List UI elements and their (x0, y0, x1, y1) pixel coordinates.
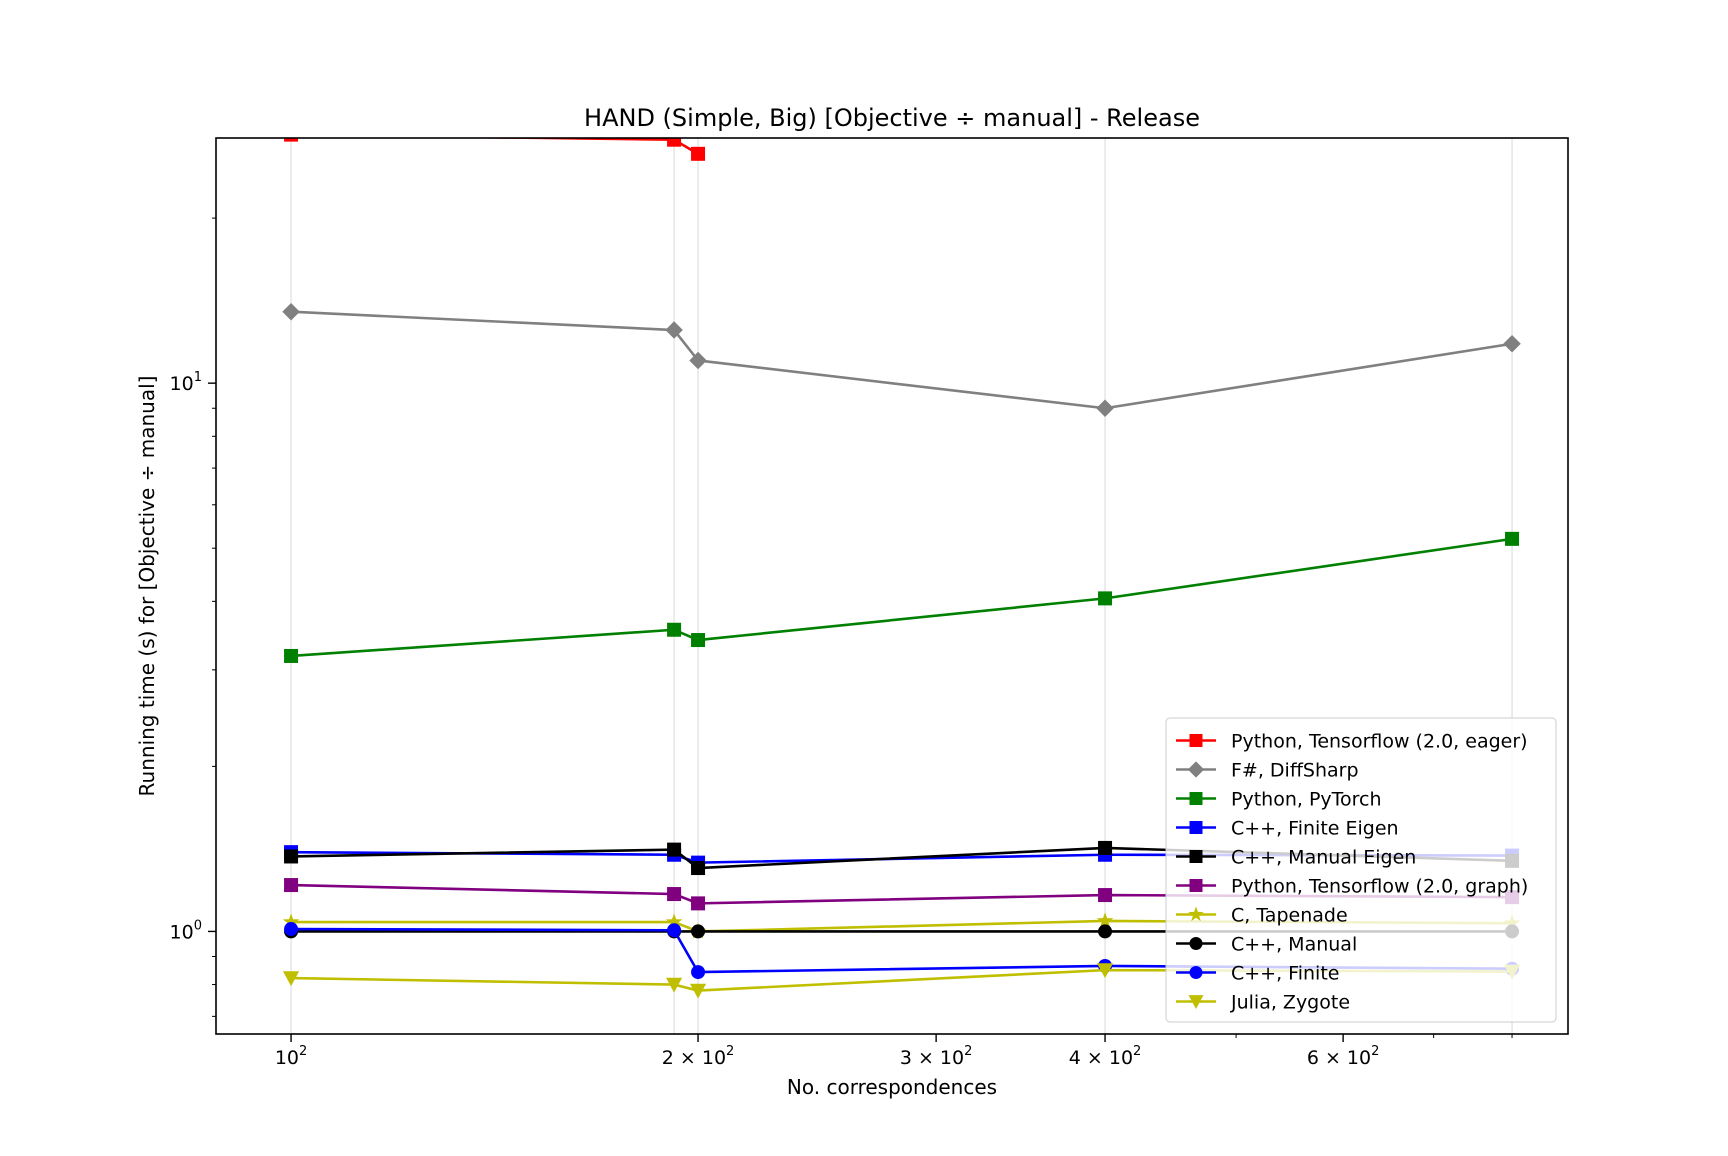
data-point (1098, 591, 1113, 606)
data-point (665, 913, 683, 930)
legend-item: Python, PyTorch (1176, 789, 1382, 811)
legend-label: C++, Manual Eigen (1231, 847, 1416, 869)
legend-item: Python, Tensorflow (2.0, eager) (1176, 731, 1528, 753)
data-point (667, 138, 682, 147)
legend-label: Python, Tensorflow (2.0, graph) (1231, 876, 1528, 898)
legend-item: C++, Finite (1176, 963, 1339, 985)
data-point (691, 896, 706, 911)
data-point (667, 842, 682, 857)
legend-marker (1189, 821, 1203, 834)
y-tick-label: 100 (170, 918, 202, 943)
data-point (284, 849, 299, 864)
x-tick-label: 6 × 102 (1307, 1044, 1380, 1069)
legend-label: Julia, Zygote (1230, 992, 1350, 1014)
data-point (284, 648, 299, 663)
legend-label: Python, Tensorflow (2.0, eager) (1231, 731, 1528, 753)
legend: Python, Tensorflow (2.0, eager) F#, DiffS… (1165, 717, 1557, 1023)
x-tick-label: 2 × 102 (662, 1044, 735, 1069)
data-point (1096, 399, 1114, 417)
data-point (691, 146, 706, 161)
legend-label: C, Tapenade (1231, 905, 1348, 927)
plot-frame (215, 137, 1569, 1035)
legend-marker (1188, 995, 1204, 1009)
axis-layer: 102 2 × 102 3 × 102 4 × 102 6 × 102 100 101 (170, 217, 1513, 1069)
x-axis-label: No. correspondences (787, 1075, 997, 1099)
y-axis-label: Running time (s) for [Objective ÷ manual… (135, 376, 159, 797)
data-point (1096, 912, 1114, 929)
legend-item: C++, Finite Eigen (1176, 818, 1399, 840)
x-tick-label: 102 (275, 1044, 307, 1069)
legend-item: C, Tapenade (1176, 905, 1348, 927)
legend-label: Python, PyTorch (1231, 789, 1382, 811)
data-point (284, 878, 299, 893)
data-point (1098, 888, 1113, 903)
series-line (290, 537, 1513, 658)
data-point (690, 983, 707, 999)
data-point (691, 924, 706, 939)
legend-marker (1188, 906, 1204, 922)
data-point (691, 633, 706, 648)
data-point (284, 138, 299, 142)
series-python-pytorch (284, 531, 1520, 663)
data-point (1503, 335, 1521, 353)
x-tick-label: 3 × 102 (900, 1044, 973, 1069)
data-point (283, 971, 300, 987)
data-point (667, 887, 682, 902)
legend-marker (1189, 792, 1203, 805)
data-point (666, 977, 683, 993)
data-point (667, 923, 682, 938)
legend-marker (1189, 850, 1203, 863)
legend-marker (1189, 937, 1203, 950)
legend-label: C++, Finite (1231, 963, 1339, 985)
y-tick-label: 101 (170, 370, 202, 395)
data-point (691, 965, 706, 980)
legend-item: F#, DiffSharp (1176, 760, 1359, 782)
data-point (1098, 924, 1113, 939)
data-point (1505, 531, 1520, 546)
data-point (665, 321, 683, 339)
chart-title: HAND (Simple, Big) [Objective ÷ manual] … (584, 104, 1200, 132)
legend-box (1165, 717, 1557, 1023)
legend-item: C++, Manual Eigen (1176, 847, 1416, 869)
series-python-tensorflow-2-0-eager (284, 138, 706, 161)
x-tick-label: 4 × 102 (1069, 1044, 1142, 1069)
series-f-diffsharp (282, 302, 1521, 417)
data-point (667, 622, 682, 637)
legend-item: C++, Manual (1176, 934, 1357, 956)
legend-label: C++, Finite Eigen (1231, 818, 1399, 840)
legend-marker (1189, 734, 1203, 747)
legend-marker (1187, 761, 1205, 778)
data-point (282, 913, 300, 930)
legend-marker (1189, 879, 1203, 892)
data-point (689, 351, 707, 370)
legend-label: F#, DiffSharp (1231, 760, 1359, 782)
series-line (290, 310, 1513, 410)
legend-item: Julia, Zygote (1176, 992, 1350, 1014)
data-point (1096, 963, 1114, 979)
legend-marker (1189, 966, 1203, 979)
legend-item: Python, Tensorflow (2.0, graph) (1176, 876, 1528, 898)
legend-label: C++, Manual (1231, 934, 1357, 956)
data-point (1098, 840, 1113, 855)
data-point (284, 922, 299, 937)
data-point (691, 861, 706, 876)
data-point (282, 302, 300, 321)
